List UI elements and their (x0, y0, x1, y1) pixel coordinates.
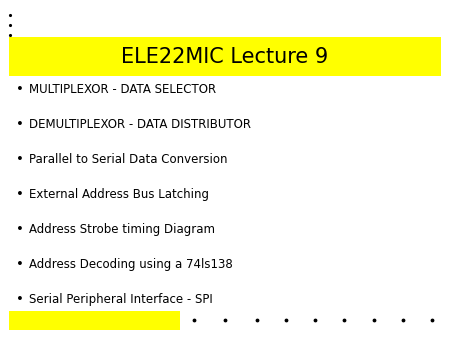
Text: •: • (16, 118, 24, 131)
Text: •: • (16, 293, 24, 306)
Text: Serial Peripheral Interface - SPI: Serial Peripheral Interface - SPI (29, 293, 213, 306)
Text: ELE22MIC Lecture 9: ELE22MIC Lecture 9 (122, 47, 328, 67)
FancyBboxPatch shape (9, 37, 441, 76)
Text: •: • (16, 258, 24, 271)
Text: •: • (16, 83, 24, 96)
Text: MULTIPLEXOR - DATA SELECTOR: MULTIPLEXOR - DATA SELECTOR (29, 83, 216, 96)
FancyBboxPatch shape (9, 311, 180, 330)
Text: •: • (16, 188, 24, 201)
Text: External Address Bus Latching: External Address Bus Latching (29, 188, 209, 201)
Text: DEMULTIPLEXOR - DATA DISTRIBUTOR: DEMULTIPLEXOR - DATA DISTRIBUTOR (29, 118, 251, 131)
Text: •: • (16, 153, 24, 166)
Text: Parallel to Serial Data Conversion: Parallel to Serial Data Conversion (29, 153, 228, 166)
Text: •: • (16, 223, 24, 236)
Text: Address Decoding using a 74ls138: Address Decoding using a 74ls138 (29, 258, 233, 271)
Text: Address Strobe timing Diagram: Address Strobe timing Diagram (29, 223, 215, 236)
